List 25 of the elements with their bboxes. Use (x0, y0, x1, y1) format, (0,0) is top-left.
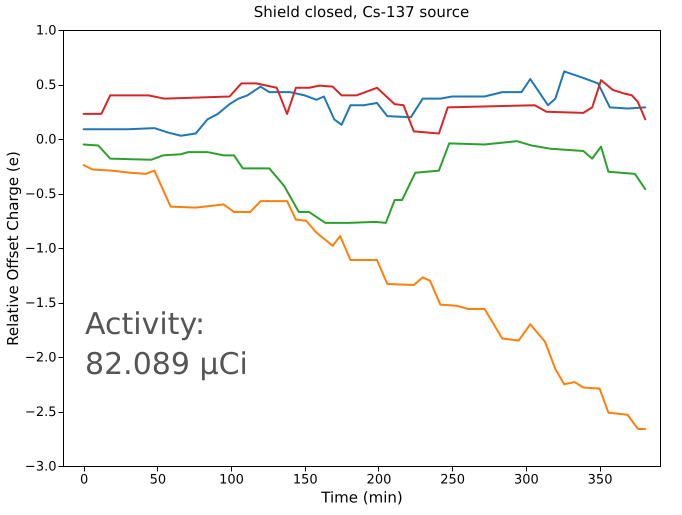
y-tick-label: −3.0 (24, 460, 56, 474)
y-tick-label: −1.0 (24, 242, 56, 256)
x-axis-title: Time (min) (320, 488, 403, 506)
x-tick-label: 150 (292, 472, 318, 488)
line-series (82, 164, 646, 430)
y-axis-title: Relative Offset Charge (e) (4, 151, 22, 346)
annotation: Activity: 82.089 µCi (85, 306, 248, 382)
x-tick-label: 100 (219, 472, 244, 488)
y-tick-label: −1.5 (24, 296, 56, 311)
y-tick-label: −2.0 (24, 350, 56, 366)
x-tick-label: 350 (588, 472, 612, 488)
chart-title: Shield closed, Cs-137 source (254, 3, 470, 21)
y-tick-label: 1.0 (36, 24, 56, 38)
line-series (82, 140, 646, 224)
line-series (82, 79, 646, 135)
y-tick-label: 0.5 (36, 78, 56, 93)
x-tick-label: 250 (440, 472, 466, 488)
y-tick-label: −0.5 (24, 187, 56, 202)
y-tick-label: −2.5 (24, 405, 56, 420)
x-tick-label: 0 (80, 472, 88, 488)
x-tick-label: 200 (366, 472, 392, 488)
x-tick-label: 50 (150, 472, 166, 488)
x-tick-label: 300 (514, 472, 539, 488)
line-series (82, 70, 646, 137)
y-tick-label: 0.0 (36, 132, 56, 148)
